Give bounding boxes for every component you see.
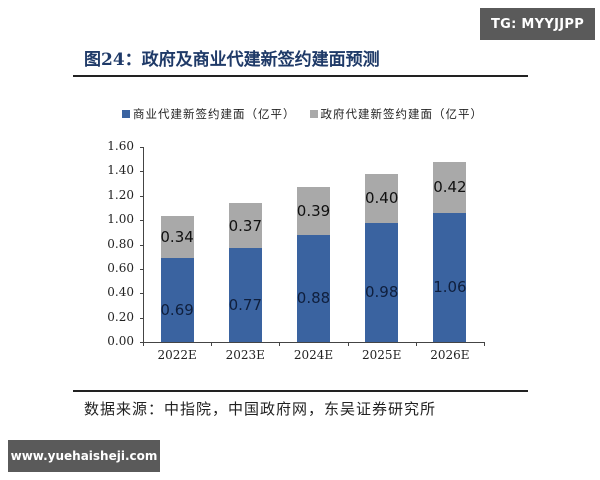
y-tick <box>140 342 144 343</box>
value-label-government: 0.42 <box>433 178 467 197</box>
y-tick <box>140 147 144 148</box>
bar-commercial <box>297 234 330 342</box>
legend-label-government: 政府代建新签约建面（亿平） <box>320 107 483 121</box>
top-rule <box>73 75 528 77</box>
bar-government <box>297 187 330 235</box>
data-source: 数据来源：中指院，中国政府网，东吴证券研究所 <box>84 400 437 418</box>
value-label-government: 0.37 <box>228 216 262 235</box>
x-tick <box>143 342 144 346</box>
x-tick <box>279 342 281 346</box>
bar-government <box>160 216 194 258</box>
bar-government <box>365 173 399 223</box>
value-label-commercial: 0.88 <box>296 289 331 308</box>
y-tick <box>140 220 144 222</box>
x-axis <box>143 342 485 343</box>
y-tick <box>140 244 144 246</box>
y-tick-label: 0.00 <box>107 334 134 348</box>
x-tick-label: 2023E <box>225 348 265 362</box>
bottom-rule <box>73 390 528 392</box>
x-tick-label: 2025E <box>362 348 402 362</box>
bar-government <box>433 161 467 213</box>
figure-title: 图24：政府及商业代建新签约建面预测 <box>84 50 380 70</box>
y-tick-label: 0.40 <box>107 285 134 300</box>
value-label-government: 0.39 <box>296 201 331 220</box>
bar-commercial <box>365 222 399 342</box>
y-tick-label: 0.80 <box>107 236 134 251</box>
y-tick <box>140 293 144 295</box>
bar-commercial <box>433 212 467 342</box>
x-tick <box>347 342 349 346</box>
y-tick-label: 1.20 <box>107 187 134 202</box>
legend-swatch-government <box>309 110 318 118</box>
legend-label-commercial: 商业代建新签约建面（亿平） <box>133 107 296 121</box>
x-tick-label: 2024E <box>293 348 334 362</box>
value-label-government: 0.34 <box>160 228 194 247</box>
y-tick-label: 1.60 <box>107 139 134 153</box>
legend-swatch-commercial <box>122 110 130 118</box>
value-label-commercial: 0.98 <box>364 283 399 302</box>
y-tick-label: 1.40 <box>107 163 134 178</box>
legend-item-government: 政府代建新签约建面（亿平） <box>309 106 484 122</box>
watermark-tg: TG: MYYJJPP <box>480 8 595 40</box>
y-tick-label: 0.20 <box>107 309 134 324</box>
x-tick <box>484 342 485 346</box>
y-tick-label: 1.00 <box>107 212 134 227</box>
chart-legend: 商业代建新签约建面（亿平） 政府代建新签约建面（亿平） <box>122 106 497 122</box>
bar-government <box>228 203 262 249</box>
x-tick <box>415 342 417 346</box>
x-tick-label: 2026E <box>430 348 470 362</box>
bar-commercial <box>160 257 194 342</box>
watermark-site: www.yuehaisheji.com <box>8 440 160 472</box>
y-tick <box>140 171 144 173</box>
value-label-commercial: 1.06 <box>433 278 467 297</box>
value-label-government: 0.40 <box>364 189 399 208</box>
value-label-commercial: 0.69 <box>160 300 194 319</box>
x-tick-label: 2022E <box>157 348 197 362</box>
y-tick <box>140 195 144 197</box>
y-tick <box>140 317 144 319</box>
x-tick <box>211 342 213 346</box>
bar-commercial <box>228 248 262 342</box>
y-tick-label: 0.60 <box>107 260 134 275</box>
y-tick <box>140 268 144 270</box>
value-label-commercial: 0.77 <box>228 296 262 315</box>
legend-item-commercial: 商业代建新签约建面（亿平） <box>122 106 296 122</box>
